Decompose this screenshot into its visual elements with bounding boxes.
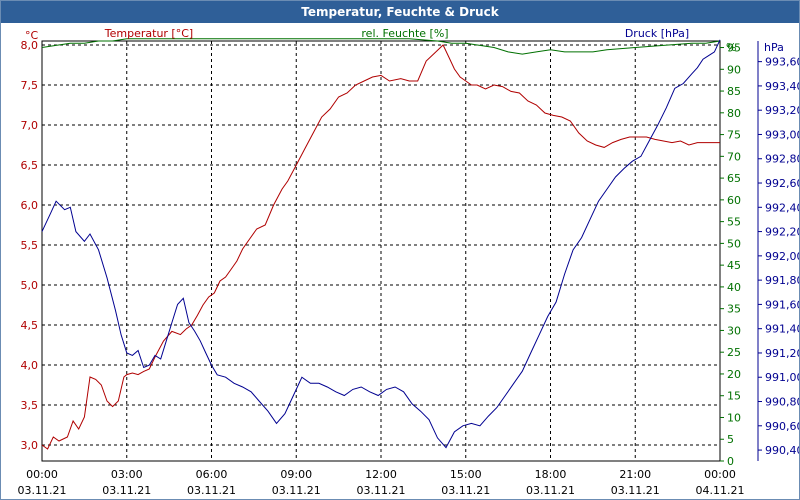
pressure-tick-label: 993,40 — [765, 80, 799, 93]
pressure-tick-label: 991,20 — [765, 347, 799, 360]
x-tick-time: 00:00 — [26, 468, 58, 481]
temperature-tick-label: 6,0 — [21, 199, 39, 212]
x-tick-date: 03.11.21 — [611, 484, 660, 497]
temperature-axis-label: Temperatur [°C] — [104, 27, 193, 40]
humidity-tick-label: 60 — [727, 194, 741, 207]
x-tick-date: 03.11.21 — [526, 484, 575, 497]
x-tick-date: 03.11.21 — [272, 484, 321, 497]
humidity-line — [41, 38, 721, 55]
temperature-tick-label: 5,5 — [21, 239, 39, 252]
humidity-tick-label: 5 — [727, 433, 734, 446]
pressure-tick-label: 990,40 — [765, 444, 799, 457]
pressure-tick-label: 991,60 — [765, 298, 799, 311]
x-tick-date: 04.11.21 — [696, 484, 745, 497]
x-tick-time: 00:00 — [704, 468, 736, 481]
pressure-tick-label: 992,60 — [765, 177, 799, 190]
humidity-tick-label: 65 — [727, 172, 741, 185]
pressure-tick-label: 992,80 — [765, 153, 799, 166]
humidity-tick-label: 75 — [727, 129, 741, 142]
humidity-tick-label: 85 — [727, 85, 741, 98]
humidity-tick-label: 40 — [727, 281, 741, 294]
x-tick-date: 03.11.21 — [441, 484, 490, 497]
humidity-tick-label: 45 — [727, 259, 741, 272]
humidity-tick-label: 50 — [727, 237, 741, 250]
pressure-tick-label: 993,60 — [765, 56, 799, 69]
humidity-tick-label: 10 — [727, 411, 741, 424]
humidity-tick-label: 95 — [727, 42, 741, 55]
humidity-tick-label: 55 — [727, 216, 741, 229]
x-tick-date: 03.11.21 — [102, 484, 151, 497]
x-tick-time: 15:00 — [450, 468, 482, 481]
humidity-tick-label: 20 — [727, 368, 741, 381]
humidity-axis-label: rel. Feuchte [%] — [361, 27, 448, 40]
temperature-line — [41, 44, 720, 450]
humidity-tick-label: 0 — [727, 455, 734, 468]
pressure-unit: hPa — [764, 41, 784, 54]
x-tick-date: 03.11.21 — [18, 484, 67, 497]
pressure-tick-label: 991,80 — [765, 274, 799, 287]
temperature-tick-label: 8,0 — [21, 39, 39, 52]
plot-frame — [41, 40, 759, 462]
x-tick-time: 18:00 — [535, 468, 567, 481]
temperature-tick-label: 4,5 — [21, 319, 39, 332]
pressure-tick-label: 992,20 — [765, 226, 799, 239]
axis-ticks: 00:00 03.11.21 03:00 03.11.21 06:00 03.11.21 0… — [18, 39, 799, 497]
humidity-tick-label: 25 — [727, 346, 741, 359]
pressure-tick-label: 991,00 — [765, 371, 799, 384]
x-tick-time: 21:00 — [619, 468, 651, 481]
temperature-tick-label: 6,5 — [21, 159, 39, 172]
temperature-tick-label: 3,5 — [21, 399, 39, 412]
temperature-tick-label: 7,5 — [21, 79, 39, 92]
pressure-tick-label: 993,00 — [765, 128, 799, 141]
grid — [42, 41, 720, 461]
temperature-unit: °C — [25, 29, 39, 42]
x-tick-date: 03.11.21 — [357, 484, 406, 497]
humidity-tick-label: 15 — [727, 390, 741, 403]
temperature-tick-label: 5,0 — [21, 279, 39, 292]
temperature-tick-label: 3,0 — [21, 439, 39, 452]
pressure-line — [41, 39, 721, 449]
x-tick-time: 03:00 — [111, 468, 143, 481]
pressure-tick-label: 992,40 — [765, 201, 799, 214]
humidity-tick-label: 80 — [727, 107, 741, 120]
window-title: Temperatur, Feuchte & Druck — [1, 1, 799, 23]
humidity-tick-label: 90 — [727, 63, 741, 76]
pressure-tick-label: 990,60 — [765, 420, 799, 433]
series-lines — [41, 38, 721, 450]
pressure-axis-label: Druck [hPa] — [625, 27, 689, 40]
axis-labels: °C% hPa Temperatur [°C] rel. Feuchte [%] Dru… — [25, 27, 784, 54]
humidity-tick-label: 70 — [727, 150, 741, 163]
humidity-unit: % — [726, 41, 736, 54]
plot-border — [41, 40, 721, 462]
x-tick-time: 06:00 — [196, 468, 228, 481]
pressure-tick-label: 993,20 — [765, 104, 799, 117]
humidity-tick-label: 30 — [727, 324, 741, 337]
pressure-tick-label: 990,80 — [765, 396, 799, 409]
temperature-tick-label: 7,0 — [21, 119, 39, 132]
pressure-tick-label: 992,00 — [765, 250, 799, 263]
pressure-tick-label: 991,40 — [765, 323, 799, 336]
humidity-tick-label: 35 — [727, 303, 741, 316]
chart-area: 00:00 03.11.21 03:00 03.11.21 06:00 03.11.21 0… — [18, 27, 799, 497]
temperature-tick-label: 4,0 — [21, 359, 39, 372]
x-tick-time: 12:00 — [365, 468, 397, 481]
x-tick-date: 03.11.21 — [187, 484, 236, 497]
x-tick-time: 09:00 — [280, 468, 312, 481]
